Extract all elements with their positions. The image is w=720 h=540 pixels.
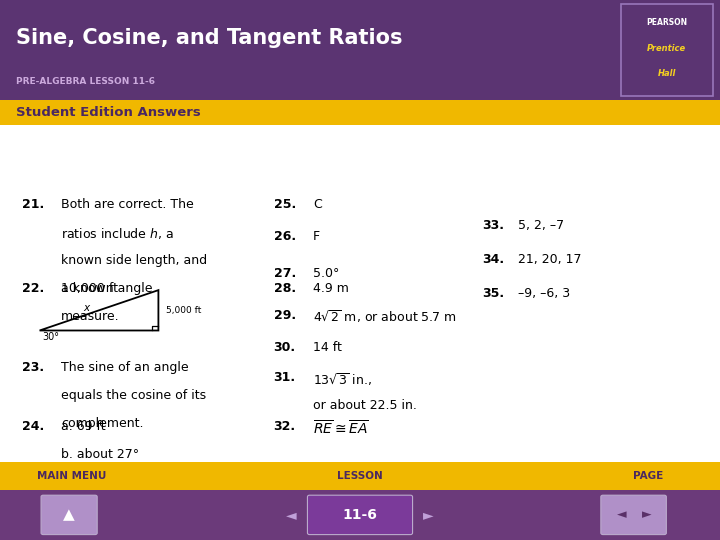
Text: 30°: 30°	[42, 332, 60, 342]
Text: 29.: 29.	[274, 309, 296, 322]
Text: a. 69 ft: a. 69 ft	[61, 420, 106, 433]
Text: The sine of an angle: The sine of an angle	[61, 361, 189, 374]
Text: 35.: 35.	[482, 287, 505, 300]
Text: ◄: ◄	[616, 508, 626, 522]
Text: PAGE: PAGE	[633, 471, 663, 481]
Text: 22.: 22.	[22, 282, 44, 295]
FancyBboxPatch shape	[307, 495, 413, 535]
Text: 24.: 24.	[22, 420, 44, 433]
Text: 21.: 21.	[22, 198, 44, 211]
FancyBboxPatch shape	[0, 462, 720, 490]
Text: 33.: 33.	[482, 219, 505, 233]
Text: 4.9 m: 4.9 m	[313, 282, 349, 295]
Text: 31.: 31.	[274, 371, 296, 384]
FancyBboxPatch shape	[0, 100, 720, 125]
Text: 26.: 26.	[274, 230, 296, 242]
Text: –9, –6, 3: –9, –6, 3	[518, 287, 570, 300]
Text: Sine, Cosine, and Tangent Ratios: Sine, Cosine, and Tangent Ratios	[16, 28, 402, 48]
Text: PRE-ALGEBRA LESSON 11-6: PRE-ALGEBRA LESSON 11-6	[16, 77, 155, 86]
FancyBboxPatch shape	[621, 4, 713, 96]
Text: measure.: measure.	[61, 310, 120, 323]
Text: known side length, and: known side length, and	[61, 254, 207, 267]
Text: ►: ►	[423, 508, 433, 522]
Text: $4\sqrt{2}$ m, or about 5.7 m: $4\sqrt{2}$ m, or about 5.7 m	[313, 309, 457, 326]
Text: 5,000 ft: 5,000 ft	[166, 306, 201, 315]
FancyBboxPatch shape	[41, 495, 97, 535]
Text: 27.: 27.	[274, 267, 296, 280]
Text: a known angle: a known angle	[61, 282, 153, 295]
Text: Both are correct. The: Both are correct. The	[61, 198, 194, 211]
Text: Student Edition Answers: Student Edition Answers	[16, 106, 201, 119]
Text: complement.: complement.	[61, 417, 144, 430]
FancyBboxPatch shape	[0, 0, 720, 100]
Text: ►: ►	[642, 508, 652, 522]
Text: C: C	[313, 198, 322, 211]
Text: 5.0°: 5.0°	[313, 267, 340, 280]
Text: 30.: 30.	[274, 341, 296, 354]
FancyBboxPatch shape	[0, 125, 720, 462]
Text: ▲: ▲	[63, 508, 75, 522]
Text: or about 22.5 in.: or about 22.5 in.	[313, 399, 417, 412]
Text: x: x	[83, 302, 89, 313]
Text: ratios include $h$, a: ratios include $h$, a	[61, 226, 174, 241]
Text: 25.: 25.	[274, 198, 296, 211]
Text: 34.: 34.	[482, 253, 505, 266]
Text: 32.: 32.	[274, 420, 296, 433]
Text: Hall: Hall	[657, 69, 676, 78]
Text: F: F	[313, 230, 320, 242]
Text: 10,000 ft: 10,000 ft	[61, 282, 118, 295]
Text: 11-6: 11-6	[343, 508, 377, 522]
Text: $13\sqrt{3}$ in.,: $13\sqrt{3}$ in.,	[313, 371, 372, 388]
Text: PEARSON: PEARSON	[646, 18, 688, 27]
Text: 14 ft: 14 ft	[313, 341, 342, 354]
FancyBboxPatch shape	[601, 495, 667, 535]
FancyBboxPatch shape	[0, 490, 720, 540]
Text: ◄: ◄	[287, 508, 297, 522]
Text: $\overline{RE} \cong \overline{EA}$: $\overline{RE} \cong \overline{EA}$	[313, 420, 369, 438]
Text: 5, 2, –7: 5, 2, –7	[518, 219, 564, 233]
Text: 28.: 28.	[274, 282, 296, 295]
Text: MAIN MENU: MAIN MENU	[37, 471, 107, 481]
Text: Prentice: Prentice	[647, 44, 686, 52]
Text: equals the cosine of its: equals the cosine of its	[61, 389, 207, 402]
Text: 23.: 23.	[22, 361, 44, 374]
Text: 21, 20, 17: 21, 20, 17	[518, 253, 582, 266]
Text: LESSON: LESSON	[337, 471, 383, 481]
Text: b. about 27°: b. about 27°	[61, 448, 140, 461]
